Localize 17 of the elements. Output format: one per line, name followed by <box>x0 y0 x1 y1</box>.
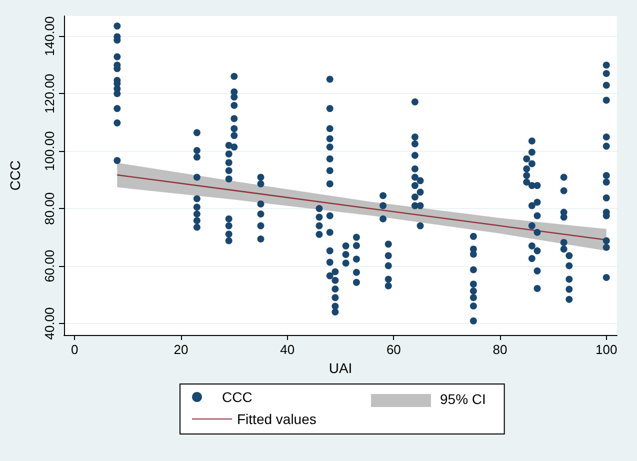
x-tick-label: 20 <box>174 342 188 357</box>
y-tick-label: 100.00 <box>42 131 57 171</box>
y-tick-label: 120.00 <box>42 74 57 114</box>
x-tick-label: 100 <box>596 342 618 357</box>
y-tick-label: 40.00 <box>42 307 57 340</box>
y-axis-title: CCC <box>7 160 23 191</box>
x-axis-title: UAI <box>328 360 352 376</box>
legend-label: CCC <box>222 389 252 405</box>
legend-label: Fitted values <box>237 411 316 427</box>
text: 95% CI <box>440 391 486 407</box>
x-tick-label: 60 <box>386 342 401 357</box>
y-tick-label: 80.00 <box>42 192 57 225</box>
x-tick-label: 80 <box>492 342 508 357</box>
x-tick-label: 40 <box>280 342 295 357</box>
y-tick-label: 60.00 <box>42 250 57 282</box>
y-tick-label: 140.00 <box>42 16 57 56</box>
x-tick-label: 0 <box>71 342 78 357</box>
